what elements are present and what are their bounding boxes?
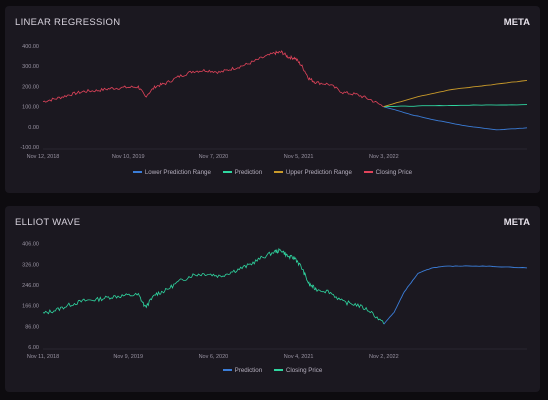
y-tick-label: 300.00 [22,64,39,70]
y-tick-label: 6.00 [28,345,39,351]
x-tick-label: Nov 6, 2020 [199,354,229,360]
x-tick-label: Nov 4, 2021 [284,354,314,360]
y-tick-label: 326.00 [22,262,39,268]
panel-title: LINEAR REGRESSION [15,17,121,28]
legend-swatch-closing [363,171,373,174]
panel-title: ELLIOT WAVE [15,217,81,228]
legend-label: Lower Prediction Range [144,169,211,176]
legend-item-closing[interactable]: Closing Price [363,169,413,176]
ticker-label: META [503,17,530,28]
x-tick-label: Nov 2, 2022 [369,354,399,360]
x-tick-label: Nov 9, 2019 [113,354,143,360]
series-line-closing-price[interactable] [42,50,384,107]
legend-item-upper[interactable]: Upper Prediction Range [273,169,352,176]
x-tick-label: Nov 12, 2018 [27,154,60,160]
legend-label: Closing Price [375,169,413,176]
legend-item-lower[interactable]: Lower Prediction Range [132,169,211,176]
legend-label: Prediction [234,169,263,176]
y-tick-label: 246.00 [22,283,39,289]
legend-item-prediction[interactable]: Prediction [222,367,263,374]
y-tick-label: 166.00 [22,304,39,310]
chart-legend: Lower Prediction Range Prediction Upper … [5,169,540,176]
legend-swatch-lower [132,171,142,174]
elliot-wave-chart[interactable]: 406.00 326.00 246.00 166.00 86.00 6.00 Nov 11,… [5,206,540,392]
x-tick-label: Nov 11, 2018 [27,354,59,360]
x-tick-label: Nov 3, 2022 [369,154,399,160]
chart-legend: Prediction Closing Price [5,367,540,374]
y-tick-label: 0.00 [28,125,39,131]
y-tick-label: 100.00 [22,105,39,111]
y-tick-label: 400.00 [22,44,39,50]
series-line-lower-prediction-range[interactable] [383,106,528,131]
legend-item-closing[interactable]: Closing Price [273,367,323,374]
legend-label: Upper Prediction Range [285,169,352,176]
elliot-wave-panel: ELLIOT WAVE META 406.00 326.00 246.00 166.0… [5,206,540,392]
ticker-label: META [503,217,530,228]
legend-swatch-prediction [222,369,232,372]
series-line-closing-price[interactable] [42,247,385,325]
series-line-prediction[interactable] [383,104,528,108]
legend-swatch-closing [273,369,283,372]
y-tick-label: 406.00 [22,242,39,248]
linear-regression-panel: LINEAR REGRESSION META 400.00 300.00 200.0… [5,6,540,193]
series-line-upper-prediction-range[interactable] [383,79,528,108]
x-tick-label: Nov 10, 2019 [112,154,145,160]
legend-label: Prediction [234,367,263,374]
x-tick-label: Nov 7, 2020 [199,154,229,160]
y-tick-label: -100.00 [20,145,39,151]
legend-item-prediction[interactable]: Prediction [222,169,263,176]
linear-regression-chart[interactable]: 400.00 300.00 200.00 100.00 0.00 -100.00 Nov 1… [5,6,540,193]
legend-swatch-prediction [222,171,232,174]
series-line-prediction[interactable] [383,265,528,325]
x-tick-label: Nov 5, 2021 [284,154,314,160]
legend-swatch-upper [273,171,283,174]
y-tick-label: 200.00 [22,84,39,90]
y-tick-label: 86.00 [25,324,39,330]
legend-label: Closing Price [285,367,323,374]
